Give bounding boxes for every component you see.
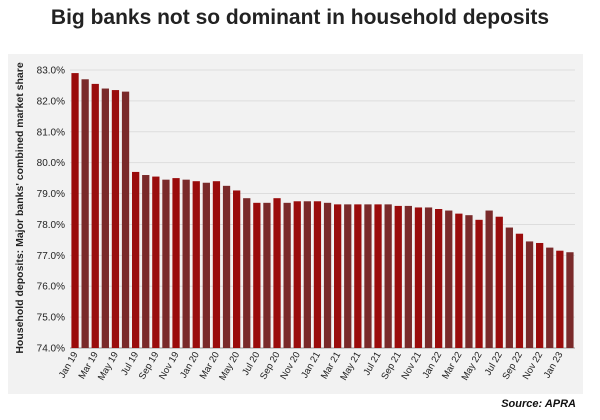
bar (303, 201, 311, 348)
x-tick-label: Nov 22 (521, 350, 546, 382)
bar (243, 198, 251, 348)
bar (424, 207, 433, 348)
x-tick-label: Nov 21 (399, 350, 424, 382)
bar (152, 176, 160, 348)
chart-title: Big banks not so dominant in household d… (50, 6, 550, 29)
bar (182, 179, 190, 348)
bar (222, 185, 231, 348)
bar (556, 250, 564, 348)
x-tick-label: Nov 20 (278, 350, 303, 382)
bar (384, 204, 392, 348)
bar (273, 198, 281, 348)
bar (394, 205, 402, 348)
y-tick-label: 79.0% (37, 189, 65, 200)
bar (111, 90, 120, 348)
bar (374, 204, 382, 348)
y-tick-label: 75.0% (37, 313, 65, 324)
bar (142, 175, 150, 348)
bar (101, 88, 109, 348)
y-axis-label: Household deposits: Major banks' combine… (14, 62, 26, 353)
bar (515, 233, 524, 348)
bar (465, 215, 473, 348)
bar (263, 202, 271, 348)
bar (253, 202, 261, 348)
y-tick-label: 77.0% (37, 251, 65, 262)
bar (91, 83, 99, 349)
bar (455, 213, 463, 348)
y-tick-label: 80.0% (37, 158, 65, 169)
bar (344, 204, 352, 348)
bar (233, 190, 241, 348)
bar (212, 181, 221, 348)
bar (435, 209, 443, 348)
bar (364, 204, 372, 348)
y-tick-label: 78.0% (37, 220, 65, 231)
bar (172, 178, 180, 348)
x-tick-label: Jan 23 (542, 350, 566, 380)
y-axis-ticks: 74.0% 75.0% 76.0% 77.0% 78.0% 79.0% 80.0% 81.0%… (37, 66, 65, 355)
bar (414, 207, 423, 348)
bar (323, 202, 332, 348)
bar (546, 247, 554, 348)
bar (505, 227, 513, 348)
bar (192, 181, 200, 348)
bar (334, 204, 342, 348)
bar (404, 205, 412, 348)
bar (536, 242, 544, 348)
bar (202, 182, 210, 348)
y-tick-label: 83.0% (37, 66, 65, 77)
bar (132, 171, 140, 348)
bar (81, 79, 89, 348)
y-tick-label: 74.0% (37, 344, 65, 355)
bar (162, 179, 170, 348)
bar (354, 204, 362, 348)
y-tick-label: 76.0% (37, 282, 65, 293)
bar (445, 210, 453, 348)
bar (495, 216, 503, 348)
bar (293, 201, 301, 348)
plot-panel: 74.0% 75.0% 76.0% 77.0% 78.0% 79.0% 80.0% 81.0%… (8, 54, 583, 394)
source-note: Source: APRA (501, 398, 576, 410)
bar (121, 91, 130, 348)
y-tick-label: 82.0% (37, 96, 65, 107)
bar (485, 210, 493, 348)
bar (71, 73, 79, 348)
y-tick-label: 81.0% (37, 127, 65, 138)
bars (71, 73, 574, 349)
bar (475, 219, 483, 348)
bar (283, 202, 291, 348)
bar (525, 241, 534, 348)
bar (313, 201, 322, 348)
x-tick-label: Nov 19 (157, 350, 182, 382)
bar (566, 252, 574, 348)
bar-chart: 74.0% 75.0% 76.0% 77.0% 78.0% 79.0% 80.0% 81.0%… (14, 62, 575, 382)
